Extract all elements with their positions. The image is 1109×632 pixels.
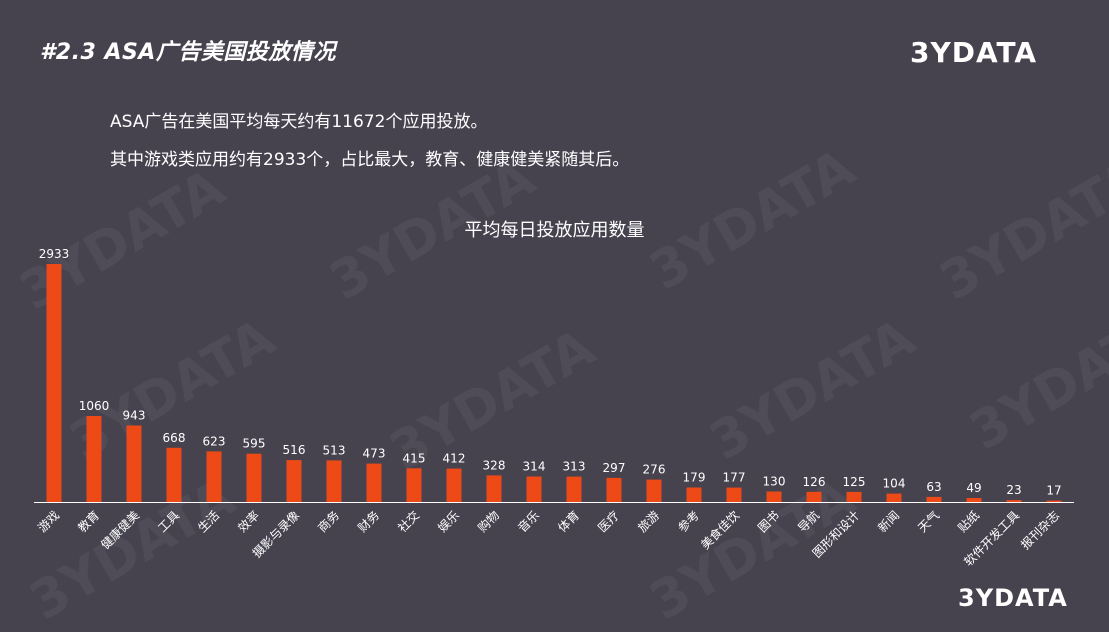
x-tick-label: 工具 bbox=[155, 508, 182, 535]
bar bbox=[526, 476, 542, 502]
data-label: 23 bbox=[1006, 483, 1021, 497]
x-tick-label: 游戏 bbox=[35, 508, 62, 535]
x-tick-label: 美食佳饮 bbox=[698, 508, 743, 553]
bar bbox=[486, 475, 502, 502]
bar bbox=[406, 468, 422, 502]
data-label: 415 bbox=[403, 451, 426, 465]
data-label: 516 bbox=[283, 443, 306, 457]
data-label: 623 bbox=[203, 434, 226, 448]
bar bbox=[806, 491, 822, 502]
x-tick-label: 生活 bbox=[195, 508, 222, 535]
data-label: 130 bbox=[763, 475, 786, 489]
bar bbox=[726, 487, 742, 502]
bar bbox=[886, 493, 902, 502]
intro-line-1: ASA广告在美国平均每天约有11672个应用投放。 bbox=[110, 112, 488, 132]
data-label: 17 bbox=[1046, 484, 1061, 498]
data-label: 126 bbox=[803, 475, 826, 489]
brand-logo: 3YDATA bbox=[910, 36, 1038, 69]
x-tick-label: 健康健美 bbox=[98, 508, 143, 553]
bar bbox=[606, 477, 622, 502]
x-tick-label: 购物 bbox=[475, 508, 503, 536]
x-tick-label: 效率 bbox=[235, 508, 263, 536]
data-label: 1060 bbox=[79, 399, 110, 413]
data-label: 313 bbox=[563, 460, 586, 474]
data-label: 125 bbox=[843, 475, 866, 489]
x-tick-label: 体育 bbox=[555, 508, 583, 536]
data-label: 297 bbox=[603, 461, 626, 475]
bar bbox=[686, 487, 702, 502]
x-tick-label: 旅游 bbox=[635, 508, 662, 535]
x-tick-label: 天气 bbox=[915, 508, 943, 536]
chart-title: 平均每日投放应用数量 bbox=[464, 220, 645, 241]
x-tick-label: 新闻 bbox=[875, 508, 903, 536]
data-label: 412 bbox=[443, 452, 466, 466]
bar bbox=[1046, 500, 1062, 502]
x-tick-label: 报刊杂志 bbox=[1018, 508, 1063, 553]
data-label: 328 bbox=[483, 458, 506, 472]
slide-title: #2.3 ASA广告美国投放情况 bbox=[40, 40, 336, 65]
bar bbox=[646, 479, 662, 502]
x-tick-label: 图书 bbox=[755, 508, 782, 535]
data-label: 668 bbox=[163, 431, 186, 445]
intro-line-2: 其中游戏类应用约有2933个，占比最大，教育、健康健美紧随其后。 bbox=[110, 150, 630, 170]
bar bbox=[46, 264, 62, 502]
data-label: 276 bbox=[643, 463, 666, 477]
bottom-logo: 3YDATA bbox=[958, 584, 1068, 612]
x-tick-label: 贴纸 bbox=[955, 508, 982, 535]
x-tick-label: 财务 bbox=[355, 508, 383, 536]
data-label: 314 bbox=[523, 460, 546, 474]
bar bbox=[326, 460, 342, 502]
bar bbox=[246, 453, 262, 502]
data-label: 2933 bbox=[39, 247, 70, 261]
data-label: 513 bbox=[323, 443, 346, 457]
x-tick-label: 参考 bbox=[675, 508, 703, 536]
data-label: 63 bbox=[926, 480, 941, 494]
bar bbox=[766, 491, 782, 502]
x-tick-label: 社交 bbox=[395, 508, 423, 536]
x-tick-label: 导航 bbox=[795, 508, 823, 536]
x-tick-label: 商务 bbox=[315, 508, 343, 536]
x-tick-label: 教育 bbox=[75, 508, 103, 536]
bar bbox=[206, 451, 222, 502]
bar bbox=[566, 476, 582, 502]
bar bbox=[286, 460, 302, 502]
data-label: 595 bbox=[243, 437, 266, 451]
bar bbox=[86, 416, 102, 502]
bar bbox=[926, 496, 942, 502]
x-tick-label: 娱乐 bbox=[435, 508, 462, 535]
intro-text: ASA广告在美国平均每天约有11672个应用投放。 其中游戏类应用约有2933个… bbox=[110, 103, 629, 179]
bar bbox=[126, 425, 142, 502]
data-label: 179 bbox=[683, 471, 706, 485]
x-tick-label: 音乐 bbox=[515, 508, 543, 536]
bar bbox=[446, 468, 462, 502]
bar bbox=[366, 463, 382, 502]
bar bbox=[166, 447, 182, 502]
x-tick-label: 医疗 bbox=[595, 508, 622, 535]
data-label: 177 bbox=[723, 471, 746, 485]
data-label: 943 bbox=[123, 409, 146, 423]
data-label: 49 bbox=[966, 481, 981, 495]
bar bbox=[966, 498, 982, 502]
bar bbox=[1006, 500, 1022, 502]
data-label: 104 bbox=[883, 477, 906, 491]
bar bbox=[846, 491, 862, 502]
data-label: 473 bbox=[363, 447, 386, 461]
